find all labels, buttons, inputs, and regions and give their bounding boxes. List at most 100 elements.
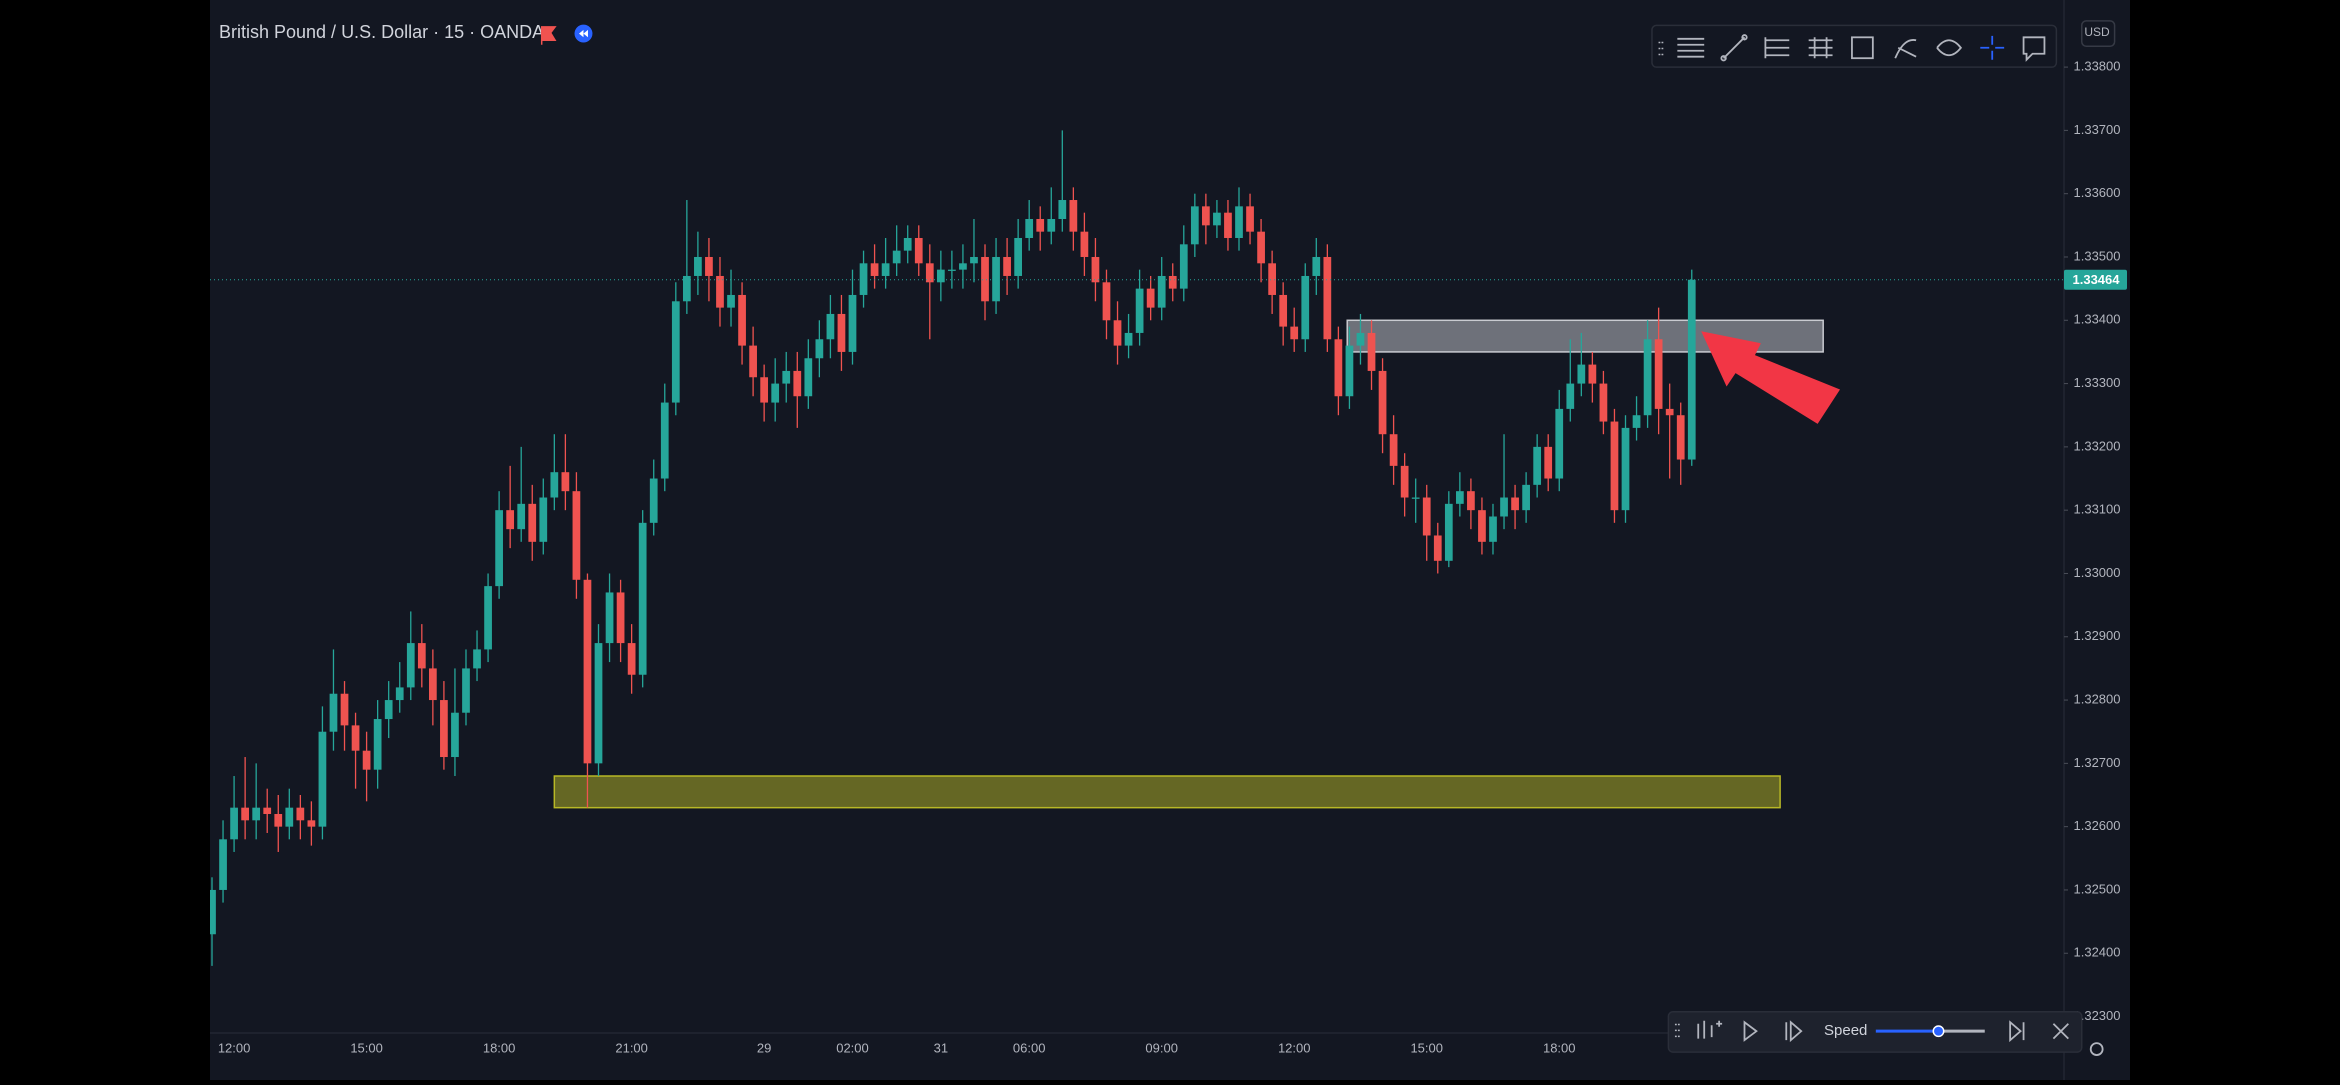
candle-body [1676,415,1685,460]
candle-body [362,750,371,770]
candle-body [384,700,393,720]
candle-body [506,510,515,530]
candle-body [340,693,349,726]
candle-body [318,731,327,827]
candle-body [1489,516,1497,542]
candle-body [738,294,746,346]
candle-body [671,301,680,403]
candle-body [219,839,227,890]
candle-body [1654,339,1663,409]
candle-body [1389,434,1398,466]
candle-body [1345,345,1354,397]
speed-slider-knob[interactable] [1932,1025,1945,1038]
candle-body [451,712,459,758]
candle-body [1036,219,1045,232]
candle-body [1301,275,1310,340]
candle-body [572,491,581,580]
candle-body [373,719,382,770]
replay-bar [1667,1011,2083,1053]
candle-body [351,725,360,751]
candle-body [837,313,846,352]
candle-body [1179,244,1188,289]
candle-body [406,643,415,688]
candle-body [870,263,879,276]
candle-body [1014,237,1023,276]
candle-body [1058,200,1067,220]
candle-body [1168,275,1177,289]
candle-body [936,269,945,283]
x-tick-label: 18:00 [1543,1040,1576,1055]
candle-body [627,643,636,675]
last-price-box [2064,269,2127,290]
candle-body [616,592,625,644]
candle-body [285,807,294,827]
candle-body [793,370,802,397]
candle-body [1522,484,1530,511]
candle-body [274,813,283,827]
y-tick-label: 1.33800 [2074,59,2121,74]
candle-body [1566,383,1575,409]
candle-body [694,256,702,276]
x-tick-label: 15:00 [350,1040,383,1055]
candle-body [528,503,537,542]
candle-body [210,889,216,935]
y-tick-label: 1.32700 [2074,755,2121,770]
drawing-toolbar [1651,24,2058,68]
candle-body [638,522,647,675]
x-tick-label: 09:00 [1145,1040,1178,1055]
y-tick-label: 1.32500 [2074,881,2121,896]
candle-body [1091,256,1100,283]
y-tick-label: 1.33000 [2074,565,2121,580]
candle-body [428,668,437,701]
candle-body [329,693,338,732]
candle-body [1025,219,1034,238]
candle-body [749,345,757,378]
candle-body [1433,535,1442,561]
candle-body [1080,231,1089,257]
candle-body [959,263,967,270]
candle-body [1500,497,1508,517]
candle-body [1533,446,1542,485]
candle-body [1610,421,1619,511]
candle-body [1069,200,1078,232]
x-tick-label: 29 [757,1040,771,1055]
candle-body [649,478,658,523]
replay-controls[interactable] [1674,1020,2104,1056]
x-tick-label: 18:00 [483,1040,516,1055]
y-tick-label: 1.33100 [2074,502,2121,517]
candle-body [1190,206,1199,245]
candle-body [1124,332,1133,346]
x-tick-label: 31 [934,1040,948,1055]
candle-body [1246,206,1254,232]
candle-body [1003,256,1011,276]
candle-body [1135,288,1144,333]
candle-body [1643,339,1652,416]
x-tick-label: 21:00 [615,1040,648,1055]
candle-body [914,237,923,264]
currency-box[interactable] [2081,20,2116,48]
candle-body [230,807,238,840]
candle-body [1224,212,1232,238]
y-tick-label: 1.33500 [2074,248,2121,263]
candle-body [1213,212,1221,226]
x-tick-label: 02:00 [836,1040,869,1055]
candle-body [1268,263,1276,295]
candle-body [1422,497,1431,536]
y-tick-label: 1.33600 [2074,185,2121,200]
candle-body [948,269,956,271]
decorations [540,20,2116,1056]
candle-body [992,256,1000,302]
replay-icon-glyph [579,29,588,38]
y-tick-label: 1.32600 [2074,818,2121,833]
candle-body [903,237,912,251]
price-zone [553,775,1781,809]
candle-body [848,294,857,352]
candle-body [1478,510,1486,542]
y-tick-label: 1.32400 [2074,945,2121,960]
candle-body [440,700,448,758]
candle-body [307,820,316,827]
toolbar-icons[interactable] [1658,34,2046,62]
candle-body [1544,446,1553,479]
candle-body [881,263,890,276]
candle-body [682,275,691,302]
